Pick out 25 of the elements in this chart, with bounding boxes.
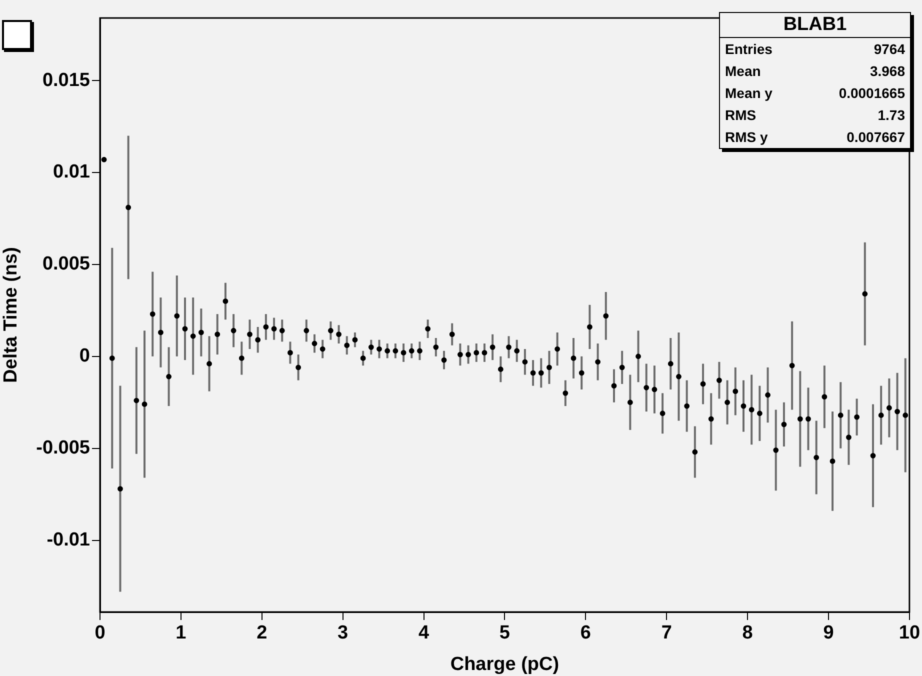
y-tick-label: -0.005 xyxy=(36,438,90,459)
text: Mean y 0.0001665 xyxy=(725,85,905,101)
text: Entries 9764 xyxy=(725,41,905,57)
x-axis-title: Charge (pC) xyxy=(450,654,560,675)
x-tick-label: 0 xyxy=(94,622,106,644)
x-tick-label: 6 xyxy=(580,622,591,644)
x-tick-label: 9 xyxy=(823,622,834,644)
x-tick-label: 2 xyxy=(256,622,268,644)
y-tick-label: -0.01 xyxy=(46,530,90,551)
x-tick-label: 1 xyxy=(176,622,187,644)
x-tick-label: 10 xyxy=(898,622,920,644)
y-tick-label: 0 xyxy=(79,346,90,367)
y-tick-label: 0.005 xyxy=(42,254,90,275)
x-tick-label: 3 xyxy=(338,622,348,644)
text: RMS y 0.007667 xyxy=(725,129,905,145)
y-tick-label: 0.015 xyxy=(42,70,90,91)
text: RMS 1.73 xyxy=(725,107,905,123)
text: Mean 3.968 xyxy=(725,63,905,79)
annotation: BLAB1 xyxy=(720,13,910,38)
y-axis-title: Delta Time (ns) xyxy=(0,247,22,383)
x-tick-label: 7 xyxy=(661,622,672,644)
x-tick-label: 5 xyxy=(499,622,510,644)
y-tick-label: 0.01 xyxy=(53,162,90,183)
x-tick-label: 8 xyxy=(742,622,753,644)
x-tick-label: 4 xyxy=(418,622,430,644)
